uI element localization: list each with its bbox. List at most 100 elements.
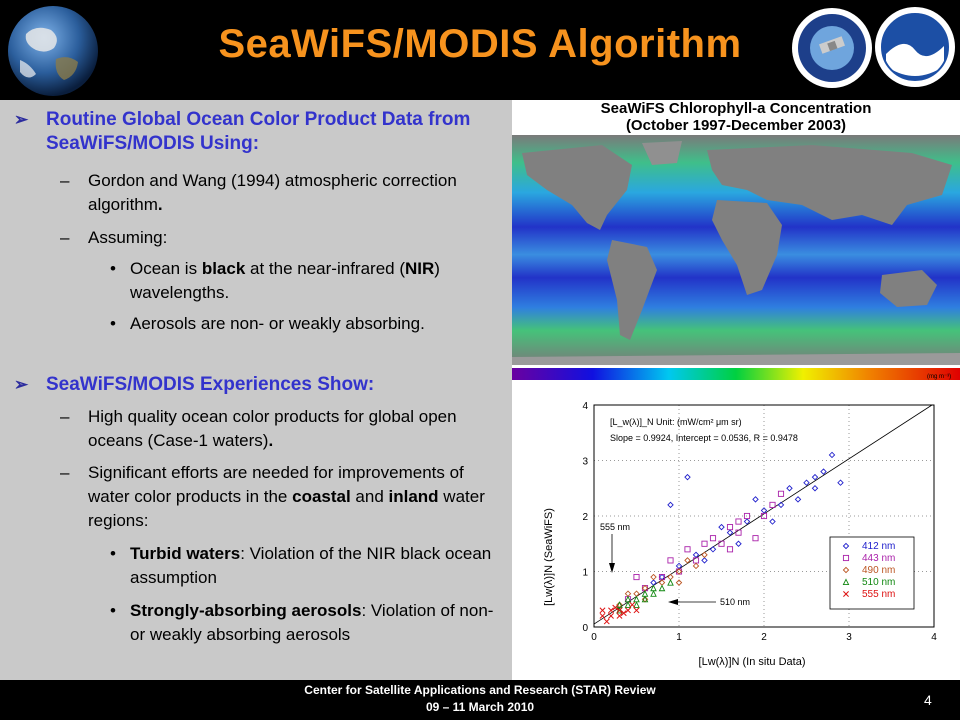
data-point-555nm — [620, 610, 627, 617]
data-point-555nm — [625, 607, 631, 614]
s1-item2: – Assuming: — [60, 228, 168, 247]
s1-sub1: • Ocean is black at the near-infrared (N… — [110, 259, 440, 302]
s2-sub2-rest: : Violation of non- or weakly absorbing … — [130, 601, 494, 644]
section1-heading: ➢ Routine Global Ocean Color Product Dat… — [14, 108, 496, 156]
data-point-510nm — [658, 584, 666, 592]
data-point-412nm — [726, 529, 734, 536]
data-point-412nm — [667, 501, 674, 509]
data-point-412nm — [769, 518, 776, 525]
legend-label: 490 nm — [862, 565, 895, 576]
s1-sub1-c: ) wavelengths. — [130, 259, 440, 302]
s2-sub1-rest: : Violation of the NIR black ocean assum… — [130, 544, 492, 587]
s2-item2: – Significant efforts are needed for imp… — [60, 463, 485, 530]
section1-heading-text: Routine Global Ocean Color Product Data … — [46, 109, 471, 154]
arrow-bullet-icon: ➢ — [14, 110, 29, 129]
data-point-490nm — [675, 568, 683, 575]
data-point-412nm — [735, 540, 742, 547]
data-point-510nm — [616, 606, 623, 614]
data-point-443nm — [735, 529, 742, 536]
data-point-443nm — [726, 524, 734, 531]
y-tick-label: 1 — [582, 568, 588, 579]
data-point-490nm — [650, 573, 657, 581]
legend-label: 510 nm — [862, 577, 895, 588]
y-tick-label: 3 — [582, 457, 588, 468]
data-point-555nm — [603, 618, 610, 625]
data-point-412nm — [803, 479, 810, 486]
x-tick-label: 3 — [846, 632, 852, 643]
data-point-555nm — [629, 601, 636, 608]
s2-item2-inland: inland — [388, 487, 439, 506]
s2-item2-c: water regions: — [88, 487, 485, 530]
section2-heading-text: SeaWiFS/MODIS Experiences Show: — [46, 374, 375, 395]
africa — [712, 200, 782, 295]
legend-box — [829, 536, 915, 610]
north-america — [522, 145, 632, 230]
footer-line2: 09 – 11 March 2010 — [425, 700, 535, 714]
s2-item1: – High quality ocean color products for … — [60, 407, 457, 450]
noaa-nesdis-star-logo — [792, 8, 872, 88]
data-point-412nm — [743, 518, 751, 525]
legend-label: 443 nm — [862, 553, 895, 564]
left-text-panel: ➢ Routine Global Ocean Color Product Dat… — [0, 100, 512, 680]
data-point-490nm — [701, 551, 708, 559]
annot-line2: Slope = 0.9924, Intercept = 0.0536, R = … — [610, 433, 798, 443]
s1-sub1-nir: NIR — [405, 259, 435, 278]
plot-frame — [593, 404, 935, 628]
annot-line1: [L_w(λ)]_N Unit: (mW/cm² μm sr) — [610, 417, 742, 427]
section2-heading: ➢ SeaWiFS/MODIS Experiences Show: — [14, 373, 496, 397]
data-point-412nm — [684, 473, 691, 481]
legend-label: 555 nm — [862, 589, 895, 600]
legend-marker — [842, 542, 850, 550]
s1-sub2: • Aerosols are non- or weakly absorbing. — [110, 314, 425, 333]
data-point-443nm — [760, 512, 768, 520]
data-point-443nm — [633, 573, 640, 581]
scale-label-3: 10.00 — [936, 387, 954, 394]
x-tick-label: 2 — [761, 632, 767, 643]
right-figure-panel: SeaWiFS Chlorophyll-a Concentration (Oct… — [512, 100, 960, 680]
data-point-443nm — [718, 540, 725, 547]
scatter-plot: 00 1 1 2 2 3 3 4 4 [L_w(λ)]_N Unit: (mW/cm² μm s… — [543, 401, 937, 668]
s2-sub2: • Strongly-absorbing aerosols: Violation… — [110, 601, 494, 644]
x-tick-label: 4 — [931, 632, 937, 643]
s2-item2-b: and — [350, 487, 389, 506]
south-america — [607, 240, 657, 340]
data-point-443nm — [752, 535, 759, 542]
data-point-555nm — [599, 607, 606, 614]
data-point-555nm — [608, 607, 614, 614]
scale-label-0: 0.01 — [516, 387, 530, 394]
europe-asia — [707, 145, 952, 225]
data-point-510nm — [624, 601, 632, 608]
data-point-555nm — [612, 604, 619, 611]
x-tick-label: 0 — [591, 632, 597, 643]
data-point-412nm — [786, 485, 793, 492]
data-point-443nm — [743, 512, 751, 520]
data-point-412nm — [709, 546, 717, 553]
data-point-443nm — [777, 490, 785, 497]
data-point-443nm — [726, 546, 734, 553]
s1-sub2-text: Aerosols are non- or weakly absorbing. — [130, 314, 425, 333]
scale-unit: (mg m⁻³) — [927, 374, 951, 380]
australia — [880, 270, 937, 307]
x-tick-label: 1 — [676, 632, 682, 643]
data-point-412nm — [811, 473, 819, 481]
y-tick-label: 4 — [582, 401, 588, 412]
data-point-412nm — [794, 496, 802, 503]
data-point-555nm — [608, 612, 614, 619]
s1-sub1-black: black — [201, 259, 246, 278]
map-title-line1: SeaWiFS Chlorophyll-a Concentration — [600, 100, 872, 117]
greenland — [642, 141, 682, 165]
y-axis-label: [Lw(λ)]N (SeaWiFS) — [543, 508, 555, 606]
data-point-555nm — [633, 607, 640, 614]
data-point-412nm — [752, 496, 759, 503]
data-point-412nm — [837, 479, 844, 486]
label-555nm: 555 nm — [600, 522, 630, 532]
map-title-line2: (October 1997-December 2003) — [625, 117, 847, 134]
scale-label-2: 1.00 — [798, 387, 812, 394]
data-point-443nm — [701, 540, 708, 547]
data-point-443nm — [684, 546, 691, 553]
chlorophyll-world-map: 0.01 0.10 1.00 10.00 (mg m⁻³) — [512, 135, 960, 394]
data-point-490nm — [692, 562, 700, 570]
data-point-510nm — [624, 595, 632, 603]
label-510nm: 510 nm — [720, 597, 750, 607]
antarctica — [512, 353, 960, 365]
